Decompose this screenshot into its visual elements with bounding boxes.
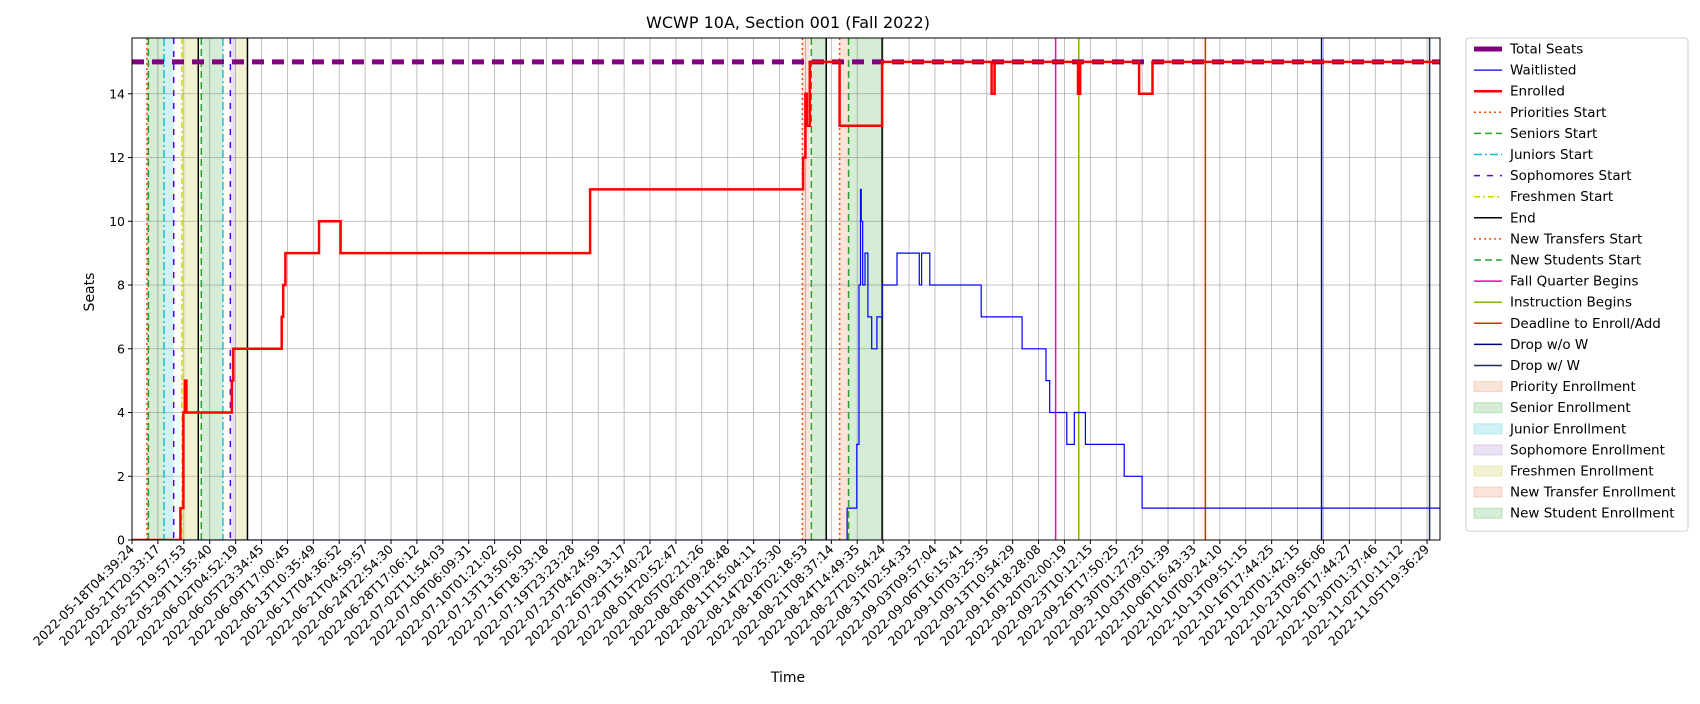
legend-label: Fall Quarter Begins bbox=[1510, 274, 1639, 290]
legend-entry-deadline-to-enroll-add: Deadline to Enroll/Add bbox=[1474, 316, 1661, 332]
region-new-student-enrollment bbox=[848, 38, 883, 540]
y-tick-label: 10 bbox=[109, 214, 125, 229]
legend-swatch bbox=[1473, 444, 1503, 456]
legend-label: New Students Start bbox=[1510, 253, 1641, 269]
legend-label: End bbox=[1510, 210, 1536, 226]
legend-swatch bbox=[1473, 381, 1503, 393]
legend-entry-senior-enrollment: Senior Enrollment bbox=[1473, 400, 1631, 416]
legend-entry-junior-enrollment: Junior Enrollment bbox=[1473, 421, 1626, 437]
legend-label: Freshmen Start bbox=[1510, 189, 1613, 205]
legend-label: New Student Enrollment bbox=[1510, 506, 1675, 522]
y-tick-label: 2 bbox=[117, 469, 125, 484]
legend-entry-new-transfer-enrollment: New Transfer Enrollment bbox=[1473, 485, 1676, 501]
legend-label: Juniors Start bbox=[1509, 147, 1593, 163]
legend-entry-freshmen-enrollment: Freshmen Enrollment bbox=[1473, 464, 1654, 480]
legend-entry-fall-quarter-begins: Fall Quarter Begins bbox=[1474, 274, 1639, 290]
region-senior-enrollment bbox=[201, 38, 223, 540]
legend-label: Enrolled bbox=[1510, 84, 1565, 100]
y-axis-label: Seats bbox=[82, 273, 98, 312]
legend-label: Drop w/o W bbox=[1510, 337, 1588, 353]
legend-swatch bbox=[1473, 486, 1503, 498]
legend-entry-new-student-enrollment: New Student Enrollment bbox=[1473, 506, 1675, 522]
legend-entry-drop-w-w: Drop w/ W bbox=[1474, 358, 1580, 374]
legend-box bbox=[1465, 37, 1689, 532]
region-freshmen-enrollment bbox=[236, 38, 248, 540]
legend-label: Freshmen Enrollment bbox=[1510, 464, 1654, 480]
region-freshmen-enrollment bbox=[181, 38, 199, 540]
legend-entry-new-transfers-start: New Transfers Start bbox=[1474, 231, 1642, 247]
legend-entry-juniors-start: Juniors Start bbox=[1474, 147, 1593, 163]
region-new-student-enrollment bbox=[811, 38, 827, 540]
legend-entry-end: End bbox=[1474, 210, 1536, 226]
legend-entry-drop-w-o-w: Drop w/o W bbox=[1474, 337, 1588, 353]
legend-entry-total-seats: Total Seats bbox=[1474, 42, 1583, 58]
legend-swatch bbox=[1473, 423, 1503, 435]
y-tick-label: 0 bbox=[117, 533, 125, 548]
x-axis-label: Time bbox=[770, 670, 805, 686]
legend-label: Sophomores Start bbox=[1510, 168, 1632, 184]
region-senior-enrollment bbox=[148, 38, 165, 540]
y-tick-label: 8 bbox=[117, 278, 125, 293]
legend-label: Waitlisted bbox=[1510, 63, 1577, 79]
legend-label: Priority Enrollment bbox=[1510, 379, 1636, 395]
legend-entry-waitlisted: Waitlisted bbox=[1474, 63, 1577, 79]
region-sophomore-enrollment bbox=[230, 38, 237, 540]
legend-entry-freshmen-start: Freshmen Start bbox=[1474, 189, 1613, 205]
grid-lines bbox=[131, 38, 1440, 541]
chart-title: WCWP 10A, Section 001 (Fall 2022) bbox=[646, 13, 930, 32]
legend-entry-sophomores-start: Sophomores Start bbox=[1474, 168, 1632, 184]
enrollment-regions bbox=[146, 38, 883, 540]
legend-label: Seniors Start bbox=[1510, 126, 1597, 142]
legend-swatch bbox=[1473, 402, 1503, 414]
y-tick-label: 14 bbox=[109, 86, 125, 101]
legend-entry-enrolled: Enrolled bbox=[1474, 84, 1565, 100]
series-enrolled bbox=[132, 60, 1440, 540]
y-tick-label: 6 bbox=[117, 341, 125, 356]
legend-label: Total Seats bbox=[1509, 42, 1583, 58]
series-waitlisted bbox=[132, 188, 1440, 540]
legend-entry-seniors-start: Seniors Start bbox=[1474, 126, 1597, 142]
legend-entry-new-students-start: New Students Start bbox=[1474, 253, 1641, 269]
legend-swatch bbox=[1473, 507, 1503, 519]
y-tick-label: 12 bbox=[109, 150, 125, 165]
legend-label: Sophomore Enrollment bbox=[1510, 442, 1665, 458]
legend-label: Drop w/ W bbox=[1510, 358, 1580, 374]
legend-label: Instruction Begins bbox=[1510, 295, 1632, 311]
data-series bbox=[132, 59, 1440, 540]
legend-swatch bbox=[1473, 465, 1503, 477]
legend-label: Deadline to Enroll/Add bbox=[1510, 316, 1661, 332]
legend-entry-priorities-start: Priorities Start bbox=[1474, 105, 1606, 121]
legend-entry-priority-enrollment: Priority Enrollment bbox=[1473, 379, 1636, 395]
legend-label: Priorities Start bbox=[1510, 105, 1606, 121]
region-priority-enrollment bbox=[802, 38, 810, 540]
x-axis-ticks: 2022-05-18T04:39:242022-05-21T20:33:1720… bbox=[30, 540, 1432, 649]
plot-frame bbox=[131, 37, 1441, 541]
y-tick-label: 4 bbox=[117, 405, 125, 420]
legend-label: Junior Enrollment bbox=[1509, 421, 1626, 437]
legend-entry-instruction-begins: Instruction Begins bbox=[1474, 295, 1632, 311]
legend-label: Senior Enrollment bbox=[1510, 400, 1631, 416]
legend-entry-sophomore-enrollment: Sophomore Enrollment bbox=[1473, 442, 1665, 458]
region-junior-enrollment bbox=[164, 38, 174, 540]
y-axis-ticks: 0 2 4 6 8 10 12 14 bbox=[109, 86, 132, 548]
legend: Total Seats Waitlisted Enrolled Priorities … bbox=[1465, 37, 1689, 532]
legend-label: New Transfers Start bbox=[1510, 231, 1642, 247]
region-new-transfer-enrollment bbox=[839, 38, 849, 540]
legend-label: New Transfer Enrollment bbox=[1510, 485, 1676, 501]
